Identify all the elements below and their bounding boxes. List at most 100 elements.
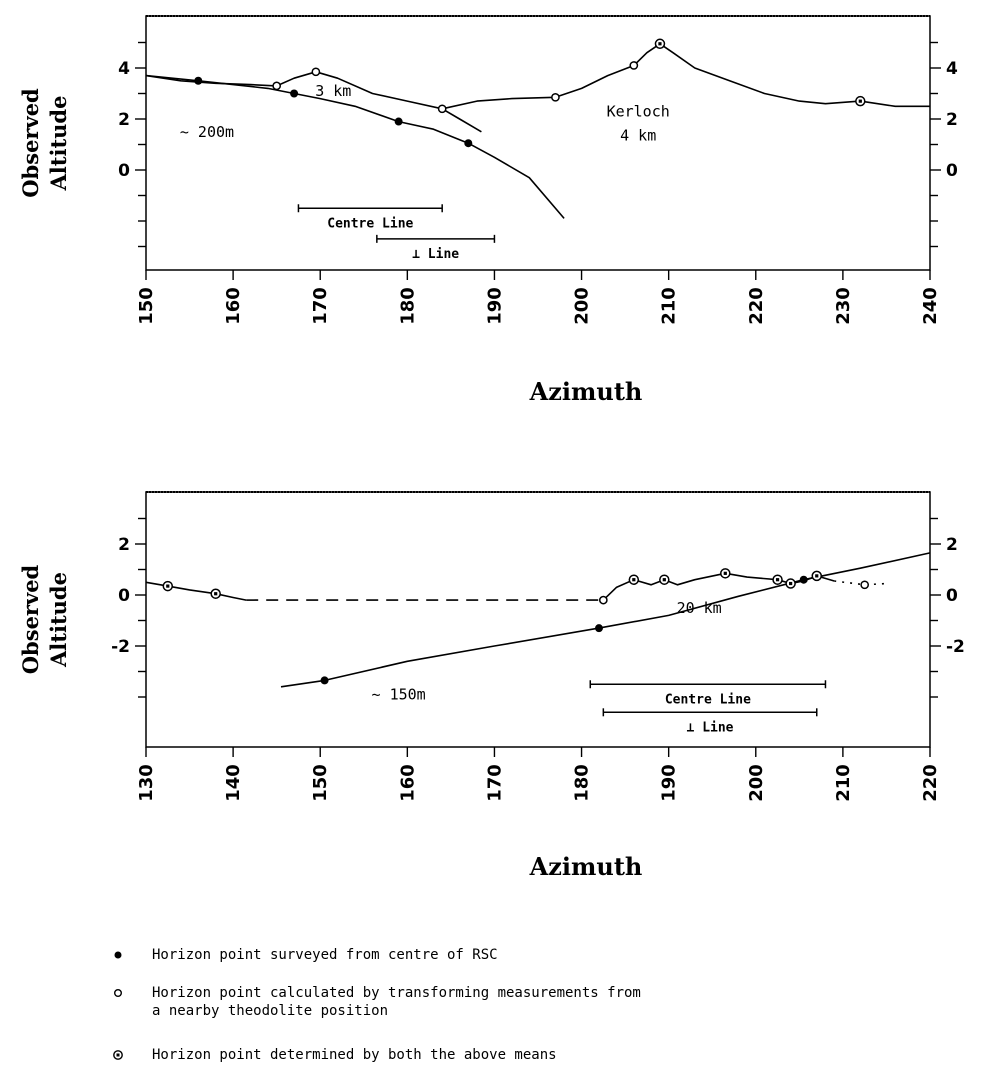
- x-tick-label: 170: [484, 764, 505, 802]
- legend-label: Horizon point determined by both the abo…: [152, 1047, 557, 1063]
- series-line-dotted: [834, 580, 887, 586]
- x-tick-label: 160: [397, 764, 418, 802]
- y-axis-title: Altitude: [46, 96, 71, 192]
- y-tick-label: 2: [118, 535, 130, 555]
- legend-item-surveyed: Horizon point surveyed from centre of RS…: [112, 946, 972, 964]
- x-tick-label: 130: [136, 764, 157, 802]
- both-point: [162, 580, 174, 592]
- x-tick-label: 210: [659, 287, 680, 325]
- plot-frame: [145, 15, 931, 271]
- square-circle-icon: [113, 1050, 123, 1060]
- x-tick-label: 170: [310, 287, 331, 325]
- both-point: [720, 568, 731, 579]
- both-point-core: [723, 571, 727, 575]
- x-tick-label: 180: [572, 764, 593, 802]
- series-line-solid: [441, 108, 482, 133]
- open-circle-icon: [114, 988, 122, 997]
- calculated-point: [629, 61, 639, 70]
- both-point-core: [166, 584, 170, 588]
- both-point: [811, 570, 823, 582]
- legend-item-calculated: Horizon point calculated by transforming…: [112, 984, 972, 1020]
- legend-label: Horizon point surveyed from centre of RS…: [152, 947, 498, 963]
- both-point-core: [632, 578, 636, 582]
- both-point: [772, 574, 783, 585]
- y-tick-label-right: 2: [946, 535, 958, 555]
- y-tick-label: 2: [118, 110, 130, 130]
- y-tick-label: 0: [118, 586, 130, 606]
- filled-circle-icon: [114, 951, 122, 959]
- y-tick-label-right: 0: [946, 586, 958, 606]
- annotation-label: 4 km: [620, 127, 656, 145]
- y-tick-label: 0: [118, 161, 130, 181]
- x-tick-label: 220: [920, 764, 941, 802]
- calculated-point: [551, 92, 560, 102]
- calculated-point: [437, 104, 447, 114]
- x-tick-label: 180: [397, 287, 418, 325]
- surveyed-point: [194, 76, 203, 85]
- range-label: ⊥ Line: [412, 247, 459, 262]
- x-tick-label: 200: [746, 764, 767, 802]
- both-point-core: [214, 592, 218, 596]
- x-tick-label: 200: [572, 287, 593, 325]
- annotation-label: 3 km: [315, 82, 351, 100]
- calculated-point: [272, 81, 282, 91]
- series-line-solid: [280, 552, 931, 688]
- calculated-point: [598, 595, 608, 605]
- series-line-solid: [145, 581, 247, 601]
- legend-item-both: Horizon point determined by both the abo…: [112, 1046, 972, 1064]
- both-point-core: [775, 578, 780, 582]
- x-tick-label: 140: [223, 764, 244, 802]
- both-point: [785, 578, 796, 589]
- surveyed-point: [594, 624, 603, 633]
- x-tick-label: 230: [833, 287, 854, 325]
- x-tick-label: 210: [833, 764, 854, 802]
- range-label: Centre Line: [327, 216, 413, 231]
- y-axis-title: Observed: [18, 564, 43, 674]
- calculated-point: [860, 580, 870, 590]
- y-axis-title: Altitude: [46, 572, 71, 668]
- plot-frame: [145, 491, 931, 748]
- calculated-point: [311, 67, 321, 77]
- both-point: [855, 95, 866, 107]
- range-bar: [602, 708, 818, 717]
- surveyed-point: [799, 575, 808, 584]
- both-point-core: [789, 581, 793, 586]
- x-axis-title: Azimuth: [529, 377, 643, 406]
- y-tick-label-right: 0: [946, 161, 958, 181]
- both-point: [210, 588, 221, 599]
- x-tick-label: 190: [659, 764, 680, 802]
- both-point: [628, 574, 640, 585]
- range-label: Centre Line: [665, 692, 751, 707]
- y-tick-label: -2: [111, 637, 130, 657]
- series-line-solid: [145, 42, 930, 110]
- both-point: [654, 38, 666, 50]
- x-axis-title: Azimuth: [529, 852, 643, 881]
- annotation-label: Kerloch: [607, 102, 670, 120]
- surveyed-point: [320, 676, 329, 685]
- y-axis-title: Observed: [18, 88, 43, 198]
- surveyed-point: [464, 139, 473, 148]
- y-tick-label: 4: [118, 59, 130, 79]
- range-label: ⊥ Line: [687, 720, 734, 735]
- surveyed-point: [290, 89, 299, 98]
- x-tick-label: 150: [136, 287, 157, 325]
- y-tick-label-right: -2: [946, 637, 965, 657]
- x-tick-label: 160: [223, 287, 244, 325]
- both-point-core: [858, 99, 862, 103]
- both-point-core: [815, 574, 819, 578]
- x-tick-label: 150: [310, 764, 331, 802]
- annotation-label: 20 km: [677, 599, 722, 617]
- both-point: [659, 574, 670, 585]
- range-bar: [589, 680, 827, 689]
- series-line-solid: [145, 74, 565, 219]
- both-point-core: [662, 578, 666, 582]
- range-bar: [297, 204, 443, 213]
- range-bar: [376, 234, 496, 243]
- legend-label: Horizon point calculated by transforming…: [152, 985, 641, 1019]
- annotation-label: ~ 150m: [372, 685, 426, 703]
- surveyed-point: [394, 117, 403, 126]
- x-tick-label: 190: [484, 287, 505, 325]
- annotation-label: ~ 200m: [180, 123, 234, 141]
- x-tick-label: 240: [920, 287, 941, 325]
